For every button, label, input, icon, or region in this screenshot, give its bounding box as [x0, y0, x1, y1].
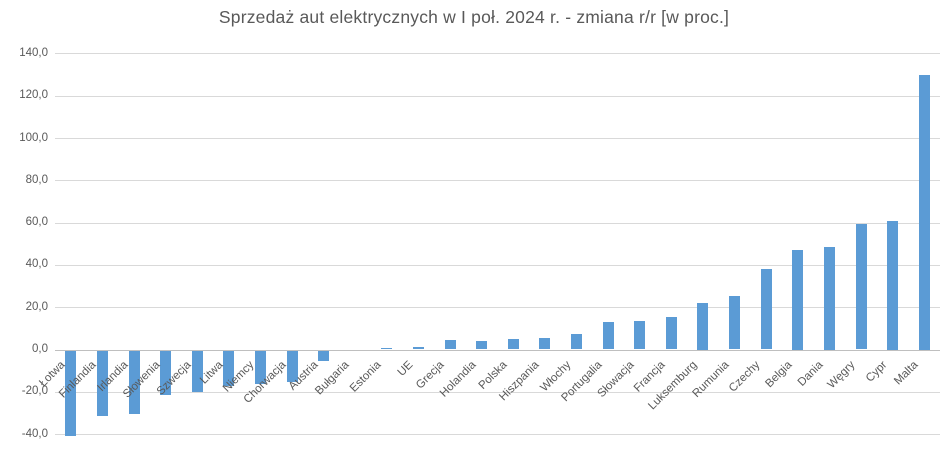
bar-estonia [381, 347, 393, 350]
bar-czechy [760, 269, 772, 350]
y-axis-tick-label: 0,0 [32, 343, 48, 355]
bar-rumunia [729, 295, 741, 350]
bar-litwa [223, 350, 235, 386]
grid-line [55, 391, 940, 393]
bar-luksemburg [697, 302, 709, 350]
y-axis-tick-label: 120,0 [19, 89, 48, 102]
bar-słowacja [634, 320, 646, 350]
x-axis-category-label: Węgry [825, 358, 858, 391]
bar-dania [823, 246, 835, 350]
bar-belgia [792, 249, 804, 350]
bar-hiszpania [539, 337, 551, 350]
bar-holandia [476, 340, 488, 350]
grid-line [55, 95, 940, 97]
x-axis-category-label: Cypr [863, 358, 890, 385]
bar-węgry [855, 223, 867, 350]
x-axis-category-label: Malta [892, 358, 921, 387]
x-axis-category-label: Belgia [763, 358, 795, 390]
bar-niemcy [254, 350, 266, 384]
x-axis-category-label: Czechy [727, 358, 763, 395]
y-axis-tick-label: 100,0 [19, 131, 48, 144]
bar-finlandia [96, 350, 108, 417]
y-axis-tick-label: 60,0 [25, 216, 48, 229]
y-axis-tick-label: 20,0 [25, 300, 48, 313]
bar-grecja [444, 340, 456, 350]
grid-line [55, 222, 940, 224]
bar-francja [665, 316, 677, 350]
grid-line [55, 434, 940, 436]
bar-szwecja [191, 350, 203, 393]
y-axis-tick-label: 140,0 [19, 46, 48, 59]
x-axis-category-label: Dania [796, 358, 826, 389]
y-axis-tick-label: 40,0 [25, 258, 48, 271]
bar-polska [507, 339, 519, 350]
bar-malta [918, 74, 930, 350]
bar-cypr [887, 220, 899, 350]
y-axis-tick-label: -20,0 [21, 385, 48, 398]
grid-line [55, 307, 940, 309]
y-axis-tick-label: -40,0 [21, 427, 48, 440]
grid-line [55, 264, 940, 266]
grid-line [55, 138, 940, 139]
x-axis-category-label: Łotwa [37, 358, 68, 389]
bar-austria [318, 350, 330, 361]
x-axis-line [55, 349, 940, 351]
bar-irlandia [128, 350, 140, 415]
y-axis-tick-label: 80,0 [25, 173, 48, 186]
x-axis-category-label: UE [395, 358, 415, 379]
bar-chorwacja [286, 350, 298, 382]
bar-ue [413, 346, 424, 350]
grid-line [55, 53, 940, 55]
bar-włochy [571, 333, 582, 350]
chart-title: Sprzedaż aut elektrycznych w I poł. 2024… [218, 7, 730, 27]
bar-słowenia [160, 350, 172, 396]
x-axis-category-label: Estonia [347, 358, 384, 395]
grid-line [55, 180, 940, 182]
bar-łotwa [65, 350, 77, 437]
bar-portugalia [602, 322, 614, 350]
